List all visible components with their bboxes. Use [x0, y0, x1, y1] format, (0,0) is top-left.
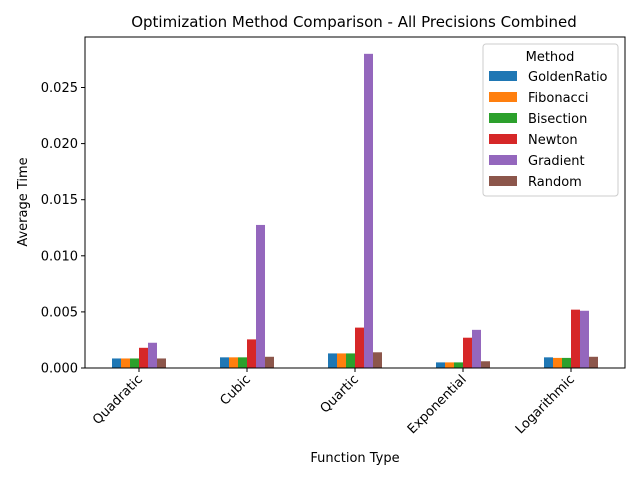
bar-random-exponential	[481, 361, 490, 368]
legend-swatch-newton	[489, 134, 517, 144]
y-tick-label: 0.000	[41, 362, 78, 377]
bar-newton-logarithmic	[571, 309, 580, 368]
legend-label-fibonacci: Fibonacci	[528, 91, 588, 106]
legend-swatch-gradient	[489, 155, 517, 165]
bar-gradient-quadratic	[148, 342, 157, 368]
bar-newton-quadratic	[139, 347, 148, 368]
bar-fibonacci-quadratic	[121, 358, 130, 368]
bars-group	[112, 53, 598, 369]
bar-random-cubic	[265, 356, 274, 368]
bar-fibonacci-exponential	[445, 362, 454, 368]
chart-title: Optimization Method Comparison - All Pre…	[131, 13, 577, 31]
bar-newton-exponential	[463, 337, 472, 368]
legend-swatch-fibonacci	[489, 92, 517, 102]
bar-bisection-exponential	[454, 362, 463, 368]
bar-goldenratio-quartic	[328, 353, 337, 368]
bar-random-logarithmic	[589, 356, 598, 368]
bar-fibonacci-cubic	[229, 357, 238, 368]
legend-items: GoldenRatio Fibonacci Bisection Newton Gradi…	[489, 70, 608, 190]
bar-goldenratio-cubic	[220, 357, 229, 368]
bar-goldenratio-quadratic	[112, 358, 121, 368]
x-axis-label: Function Type	[310, 451, 399, 466]
legend-swatch-goldenratio	[489, 71, 517, 81]
y-tick-label: 0.005	[41, 305, 78, 320]
x-tick-label: Quartic	[318, 372, 362, 416]
bar-fibonacci-logarithmic	[553, 357, 562, 368]
y-tick-label: 0.015	[41, 193, 78, 208]
legend-label-gradient: Gradient	[528, 154, 585, 169]
legend-title: Method	[526, 50, 575, 65]
x-tick-label: Exponential	[405, 372, 470, 437]
bar-gradient-logarithmic	[580, 310, 589, 368]
legend-label-random: Random	[528, 175, 582, 190]
y-axis-ticks: 0.000 0.005 0.010 0.015 0.020 0.025	[41, 81, 85, 377]
x-tick-label: Cubic	[218, 372, 254, 408]
bar-bisection-quadratic	[130, 358, 139, 368]
bar-gradient-exponential	[472, 329, 481, 368]
legend-label-bisection: Bisection	[528, 112, 587, 127]
bar-gradient-quartic	[364, 53, 373, 369]
bar-gradient-cubic	[256, 224, 265, 368]
bar-newton-cubic	[247, 339, 256, 368]
legend-label-goldenratio: GoldenRatio	[528, 70, 608, 85]
y-tick-label: 0.025	[41, 81, 78, 96]
legend-swatch-random	[489, 176, 517, 186]
legend: Method GoldenRatio Fibonacci Bisection Newt…	[482, 43, 619, 197]
legend-swatch-bisection	[489, 113, 517, 123]
y-axis-label: Average Time	[16, 157, 31, 246]
bar-fibonacci-quartic	[337, 353, 346, 368]
plot-frame	[84, 36, 626, 369]
bar-bisection-quartic	[346, 353, 355, 368]
x-tick-label: Quadratic	[90, 372, 146, 428]
bar-newton-quartic	[355, 327, 364, 368]
bar-random-quadratic	[157, 358, 166, 368]
bar-bisection-logarithmic	[562, 357, 571, 368]
bar-goldenratio-logarithmic	[544, 357, 553, 368]
bar-bisection-cubic	[238, 357, 247, 368]
x-tick-label: Logarithmic	[513, 372, 578, 437]
bar-random-quartic	[373, 352, 382, 368]
y-tick-label: 0.020	[41, 137, 78, 152]
y-tick-label: 0.010	[41, 249, 78, 264]
bar-goldenratio-exponential	[436, 362, 445, 368]
x-axis-ticks: Quadratic Cubic Quartic Exponential Logarith…	[90, 368, 578, 437]
legend-label-newton: Newton	[528, 133, 578, 148]
